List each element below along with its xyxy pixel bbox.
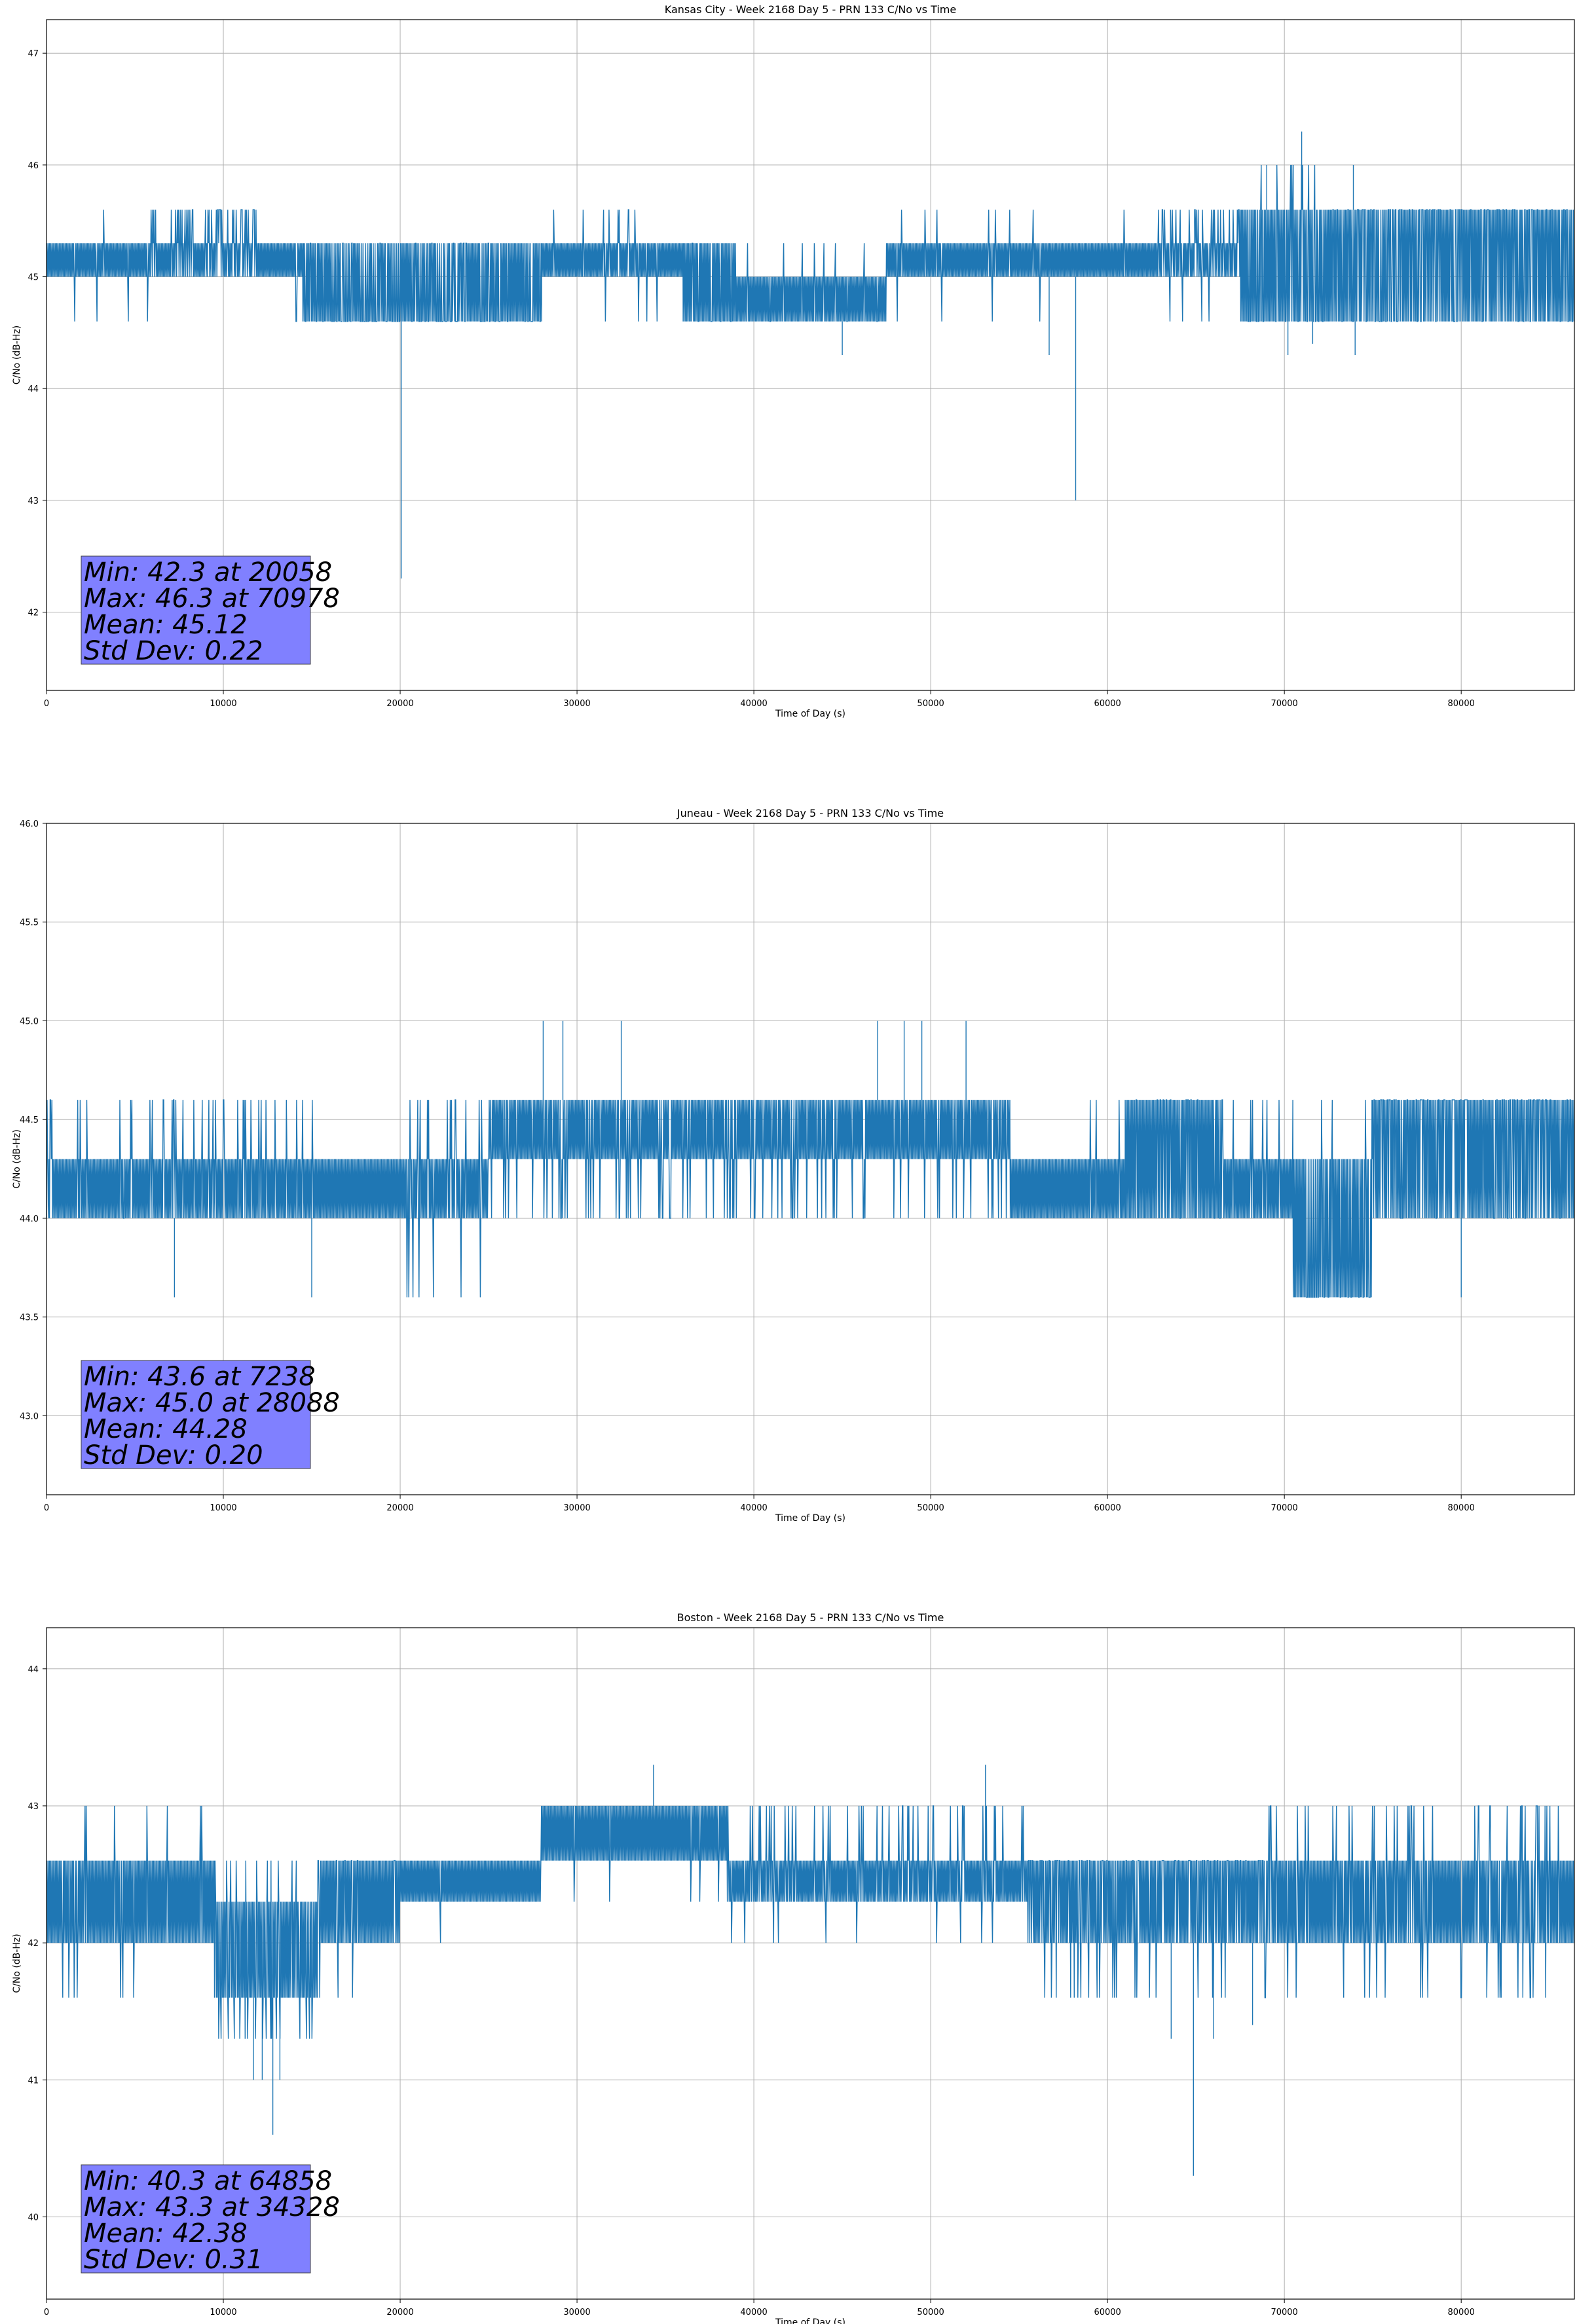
stats-min: Min: 42.3 at 20058 <box>84 557 332 588</box>
x-tick-label: 0 <box>44 1503 49 1513</box>
y-axis-label: C/No (dB-Hz) <box>12 326 22 384</box>
y-tick-label: 42 <box>28 1939 39 1949</box>
stats-min: Min: 40.3 at 64858 <box>84 2166 332 2196</box>
x-tick-label: 10000 <box>210 1503 236 1513</box>
stats-max: Max: 43.3 at 34328 <box>84 2192 340 2222</box>
y-tick-label: 43.0 <box>20 1412 39 1421</box>
x-tick-label: 40000 <box>740 2308 767 2317</box>
x-tick-label: 50000 <box>917 699 944 709</box>
chart-juneau: Juneau - Week 2168 Day 5 - PRN 133 C/No … <box>12 807 1575 1524</box>
x-tick-label: 20000 <box>386 699 413 709</box>
x-tick-label: 80000 <box>1448 699 1475 709</box>
stats-mean: Mean: 45.12 <box>84 610 248 640</box>
axes-frame <box>46 19 1575 691</box>
y-axis-label: C/No (dB-Hz) <box>12 1129 22 1188</box>
y-tick-label: 41 <box>28 2076 39 2086</box>
series-line <box>46 1021 1575 1298</box>
x-tick-label: 50000 <box>917 1503 944 1513</box>
x-axis-label: Time of Day (s) <box>775 709 845 719</box>
x-tick-label: 0 <box>44 699 49 709</box>
y-tick-label: 45.0 <box>20 1017 39 1026</box>
tick-labels: 0 10000 20000 30000 40000 50000 60000 70000 8000… <box>28 49 1474 709</box>
stats-mean: Mean: 44.28 <box>84 1414 248 1444</box>
stats-box: Min: 40.3 at 64858 Max: 43.3 at 34328 Me… <box>81 2164 340 2275</box>
chart-title: Juneau - Week 2168 Day 5 - PRN 133 C/No … <box>677 807 944 819</box>
stats-box: Min: 43.6 at 7238 Max: 45.0 at 28088 Mea… <box>81 1360 340 1471</box>
x-tick-label: 60000 <box>1094 1503 1121 1513</box>
x-tick-label: 60000 <box>1094 2308 1121 2317</box>
chart-title: Boston - Week 2168 Day 5 - PRN 133 C/No … <box>677 1611 944 1624</box>
series-line <box>46 1765 1574 2176</box>
y-tick-label: 46 <box>28 161 39 171</box>
series-line <box>46 131 1574 579</box>
x-tick-label: 80000 <box>1448 2308 1475 2317</box>
y-tick-label: 44.0 <box>20 1214 39 1224</box>
y-tick-label: 44 <box>28 1665 39 1675</box>
y-tick-label: 40 <box>28 2213 39 2222</box>
x-tick-label: 10000 <box>210 2308 236 2317</box>
x-tick-label: 70000 <box>1271 1503 1297 1513</box>
y-tick-label: 43.5 <box>20 1313 39 1323</box>
x-axis-label: Time of Day (s) <box>775 1513 845 1524</box>
tick-labels: 0 10000 20000 30000 40000 50000 60000 70000 8000… <box>20 819 1475 1513</box>
stats-max: Max: 46.3 at 70978 <box>84 584 340 614</box>
axes-frame <box>46 1627 1575 2300</box>
y-tick-label: 44.5 <box>20 1115 39 1125</box>
stats-box-background <box>81 555 311 665</box>
y-tick-label: 44 <box>28 384 39 394</box>
x-tick-label: 20000 <box>386 1503 413 1513</box>
x-axis-label: Time of Day (s) <box>775 2317 845 2324</box>
chart-boston: Boston - Week 2168 Day 5 - PRN 133 C/No … <box>12 1611 1575 2324</box>
x-tick-label: 30000 <box>563 699 590 709</box>
grid-lines <box>46 1628 1574 2299</box>
y-tick-label: 42 <box>28 609 39 618</box>
x-tick-label: 60000 <box>1094 699 1121 709</box>
x-tick-label: 10000 <box>210 699 236 709</box>
y-tick-label: 47 <box>28 49 39 59</box>
grid-lines <box>46 20 1574 690</box>
y-tick-label: 46.0 <box>20 819 39 829</box>
x-tick-label: 40000 <box>740 1503 767 1513</box>
stats-min: Min: 43.6 at 7238 <box>84 1362 316 1392</box>
x-tick-label: 30000 <box>563 2308 590 2317</box>
x-tick-label: 40000 <box>740 699 767 709</box>
stats-max: Max: 45.0 at 28088 <box>84 1388 340 1418</box>
y-tick-label: 45 <box>28 273 39 283</box>
x-tick-label: 70000 <box>1271 2308 1297 2317</box>
x-tick-label: 30000 <box>563 1503 590 1513</box>
chart-kansas-city: Kansas City - Week 2168 Day 5 - PRN 133 … <box>12 3 1575 719</box>
x-tick-label: 20000 <box>386 2308 413 2317</box>
chart-title: Kansas City - Week 2168 Day 5 - PRN 133 … <box>665 3 956 16</box>
axes-frame <box>46 823 1575 1495</box>
y-tick-label: 43 <box>28 497 39 506</box>
tick-labels: 0 10000 20000 30000 40000 50000 60000 70000 8000… <box>28 1665 1474 2317</box>
stats-mean: Mean: 42.38 <box>84 2219 248 2249</box>
stats-std-dev: Std Dev: 0.31 <box>84 2245 263 2275</box>
stats-std-dev: Std Dev: 0.20 <box>84 1440 263 1471</box>
stats-box: Min: 42.3 at 20058 Max: 46.3 at 70978 Me… <box>81 555 340 666</box>
x-tick-label: 50000 <box>917 2308 944 2317</box>
stats-box-background <box>81 1360 311 1469</box>
x-tick-label: 80000 <box>1448 1503 1475 1513</box>
y-axis-label: C/No (dB-Hz) <box>12 1934 22 1993</box>
stats-box-background <box>81 2164 311 2274</box>
x-tick-label: 70000 <box>1271 699 1297 709</box>
y-tick-label: 45.5 <box>20 918 39 928</box>
x-tick-label: 0 <box>44 2308 49 2317</box>
y-tick-label: 43 <box>28 1802 39 1812</box>
stats-std-dev: Std Dev: 0.22 <box>84 636 263 666</box>
